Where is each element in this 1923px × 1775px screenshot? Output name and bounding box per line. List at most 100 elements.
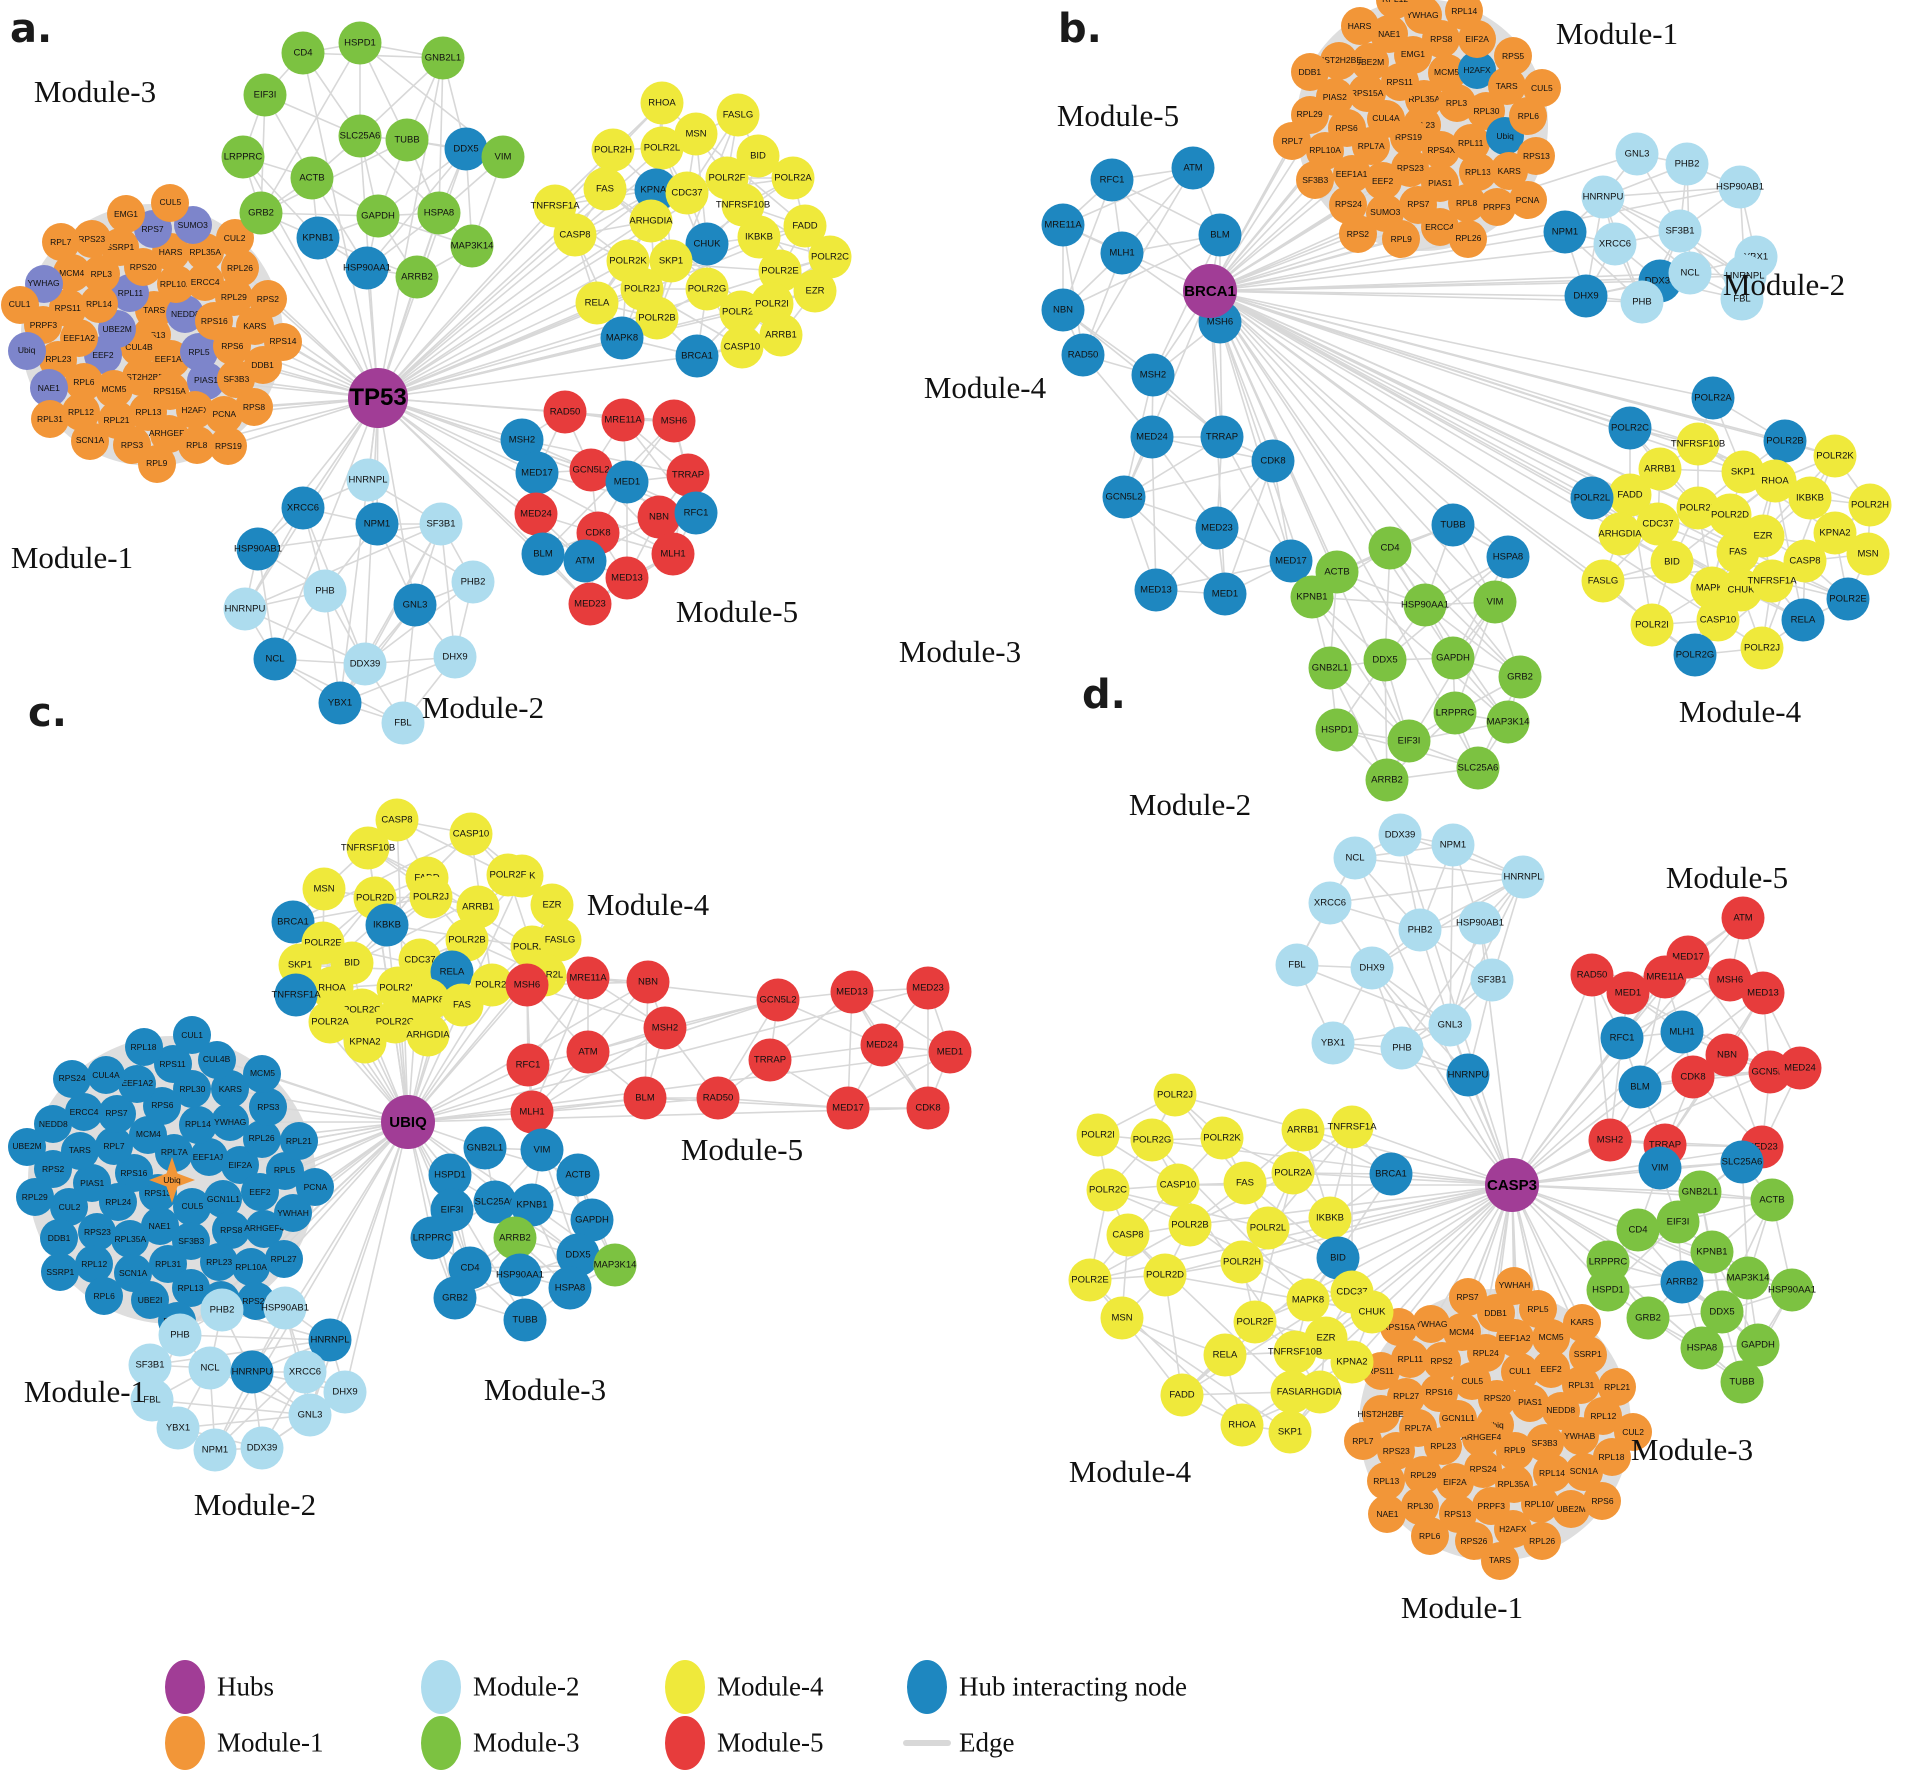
node-polr2b[interactable]: POLR2B [1763, 419, 1807, 463]
node-cdc37[interactable]: CDC37 [665, 171, 709, 215]
node-rpl21[interactable]: RPL21 [279, 1121, 318, 1160]
node-hnrnpl[interactable]: HNRNPL [346, 458, 390, 502]
node-hspd1[interactable]: HSPD1 [1586, 1268, 1630, 1312]
node-med23[interactable]: MED23 [568, 582, 612, 626]
node-polr2k[interactable]: POLR2K [1813, 434, 1857, 478]
node-cd4[interactable]: CD4 [1616, 1208, 1660, 1252]
node-med17[interactable]: MED17 [826, 1086, 870, 1130]
node-kpnb1[interactable]: KPNB1 [296, 216, 340, 260]
node-rad50[interactable]: RAD50 [1570, 953, 1614, 997]
node-polr2c[interactable]: POLR2C [1608, 406, 1652, 450]
node-ybx1[interactable]: YBX1 [1311, 1021, 1355, 1065]
node-polr2c[interactable]: POLR2C [1086, 1168, 1130, 1212]
node-rpl29[interactable]: RPL29 [15, 1178, 54, 1217]
node-rpl13[interactable]: RPL13 [1367, 1461, 1406, 1500]
node-casp10[interactable]: CASP10 [449, 812, 493, 856]
node-med1[interactable]: MED1 [605, 460, 649, 504]
node-rps13[interactable]: RPS13 [1517, 137, 1556, 176]
node-mlh1[interactable]: MLH1 [1660, 1010, 1704, 1054]
node-nbn[interactable]: NBN [637, 495, 681, 539]
node-arrb2[interactable]: ARRB2 [493, 1216, 537, 1260]
node-slc25a6[interactable]: SLC25A6 [338, 114, 382, 158]
node-mlh1[interactable]: MLH1 [651, 532, 695, 576]
node-msh2[interactable]: MSH2 [1588, 1118, 1632, 1162]
node-tnfrsf1a[interactable]: TNFRSF1A [1747, 559, 1797, 603]
node-phb[interactable]: PHB [1380, 1026, 1424, 1070]
node-rpl8[interactable]: RPL8 [177, 425, 216, 464]
node-polr2g[interactable]: POLR2G [1130, 1118, 1174, 1162]
node-hspa8[interactable]: HSPA8 [1486, 535, 1530, 579]
node-eif3i[interactable]: EIF3I [243, 73, 287, 117]
node-dhx9[interactable]: DHX9 [1350, 946, 1394, 990]
node-emg1[interactable]: EMG1 [106, 194, 145, 233]
node-phb2[interactable]: PHB2 [1665, 142, 1709, 186]
node-grb2[interactable]: GRB2 [239, 191, 283, 235]
node-polr2e[interactable]: POLR2E [1826, 577, 1870, 621]
node-xrcc6[interactable]: XRCC6 [1308, 881, 1352, 925]
node-rpl7[interactable]: RPL7 [94, 1127, 133, 1166]
node-fas[interactable]: FAS [583, 167, 627, 211]
node-rhoa[interactable]: RHOA [1220, 1403, 1264, 1447]
node-blm[interactable]: BLM [1198, 213, 1242, 257]
node-mre11a[interactable]: MRE11A [601, 398, 645, 442]
node-msn[interactable]: MSN [1846, 532, 1890, 576]
node-ikbkb[interactable]: IKBKB [365, 903, 409, 947]
node-ncl[interactable]: NCL [188, 1346, 232, 1390]
node-hspa8[interactable]: HSPA8 [417, 191, 461, 235]
node-xrcc6[interactable]: XRCC6 [283, 1350, 327, 1394]
node-polr2a[interactable]: POLR2A [1271, 1151, 1315, 1195]
node-rpl12[interactable]: RPL12 [1376, 0, 1415, 19]
node-arrb2[interactable]: ARRB2 [395, 255, 439, 299]
node-tnfrsf1a[interactable]: TNFRSF1A [1327, 1105, 1377, 1149]
node-rpl14[interactable]: RPL14 [1445, 0, 1484, 31]
node-med1[interactable]: MED1 [1203, 572, 1247, 616]
node-med13[interactable]: MED13 [1741, 971, 1785, 1015]
node-rfc1[interactable]: RFC1 [674, 491, 718, 535]
node-tnfrsf10b[interactable]: TNFRSF10B [341, 826, 395, 870]
node-gnb2l1[interactable]: GNB2L1 [1678, 1170, 1722, 1214]
node-gnb2l1[interactable]: GNB2L1 [1308, 646, 1352, 690]
node-med24[interactable]: MED24 [1130, 415, 1174, 459]
node-gcn5l2[interactable]: GCN5L2 [569, 448, 613, 492]
node-rpl7[interactable]: RPL7 [1343, 1422, 1382, 1461]
node-rps3[interactable]: RPS3 [249, 1087, 288, 1126]
node-slc25a6[interactable]: SLC25A6 [473, 1180, 517, 1224]
node-rps7[interactable]: RPS7 [1448, 1278, 1487, 1317]
node-slc25a6[interactable]: SLC25A6 [1456, 746, 1500, 790]
node-ube2m[interactable]: UBE2M [8, 1127, 47, 1166]
node-rpl31[interactable]: RPL31 [30, 400, 69, 439]
node-polr2a[interactable]: POLR2A [1691, 376, 1735, 420]
node-phb[interactable]: PHB [1620, 280, 1664, 324]
node-rps6[interactable]: RPS6 [1583, 1482, 1622, 1521]
node-grb2[interactable]: GRB2 [1626, 1296, 1670, 1340]
node-med1[interactable]: MED1 [1606, 971, 1650, 1015]
node-rps24[interactable]: RPS24 [53, 1059, 92, 1098]
node-gcn5l2[interactable]: GCN5L2 [1102, 475, 1146, 519]
node-hspd1[interactable]: HSPD1 [338, 21, 382, 65]
node-hsp90aa1[interactable]: HSP90AA1 [496, 1253, 544, 1297]
node-rela[interactable]: RELA [575, 281, 619, 325]
node-ybx1[interactable]: YBX1 [318, 681, 362, 725]
node-rps8[interactable]: RPS8 [234, 388, 273, 427]
node-ddx5[interactable]: DDX5 [1363, 638, 1407, 682]
node-cdc37[interactable]: CDC37 [1636, 502, 1680, 546]
node-map3k14[interactable]: MAP3K14 [450, 224, 494, 268]
hub-node-casp3[interactable]: CASP3 [1485, 1158, 1539, 1212]
node-rps8[interactable]: RPS8 [212, 1210, 251, 1249]
node-gapdh[interactable]: GAPDH [1736, 1323, 1780, 1367]
node-rps23[interactable]: RPS23 [78, 1212, 117, 1251]
node-eif2a[interactable]: EIF2A [1435, 1463, 1474, 1502]
node-kars[interactable]: KARS [1563, 1303, 1602, 1342]
node-ywhah[interactable]: YWHAH [1495, 1266, 1534, 1305]
node-rpl14[interactable]: RPL14 [178, 1105, 217, 1144]
node-chuk[interactable]: CHUK [1350, 1290, 1394, 1334]
node-phb[interactable]: PHB [303, 569, 347, 613]
node-npm1[interactable]: NPM1 [1431, 823, 1475, 867]
node-arhgdia[interactable]: ARHGDIA [1298, 1370, 1342, 1414]
node-vim[interactable]: VIM [520, 1128, 564, 1172]
node-atm[interactable]: ATM [566, 1030, 610, 1074]
node-mlh1[interactable]: MLH1 [1100, 231, 1144, 275]
node-casp8[interactable]: CASP8 [1106, 1213, 1150, 1257]
node-ezr[interactable]: EZR [793, 269, 837, 313]
node-polr2j[interactable]: POLR2J [409, 875, 453, 919]
